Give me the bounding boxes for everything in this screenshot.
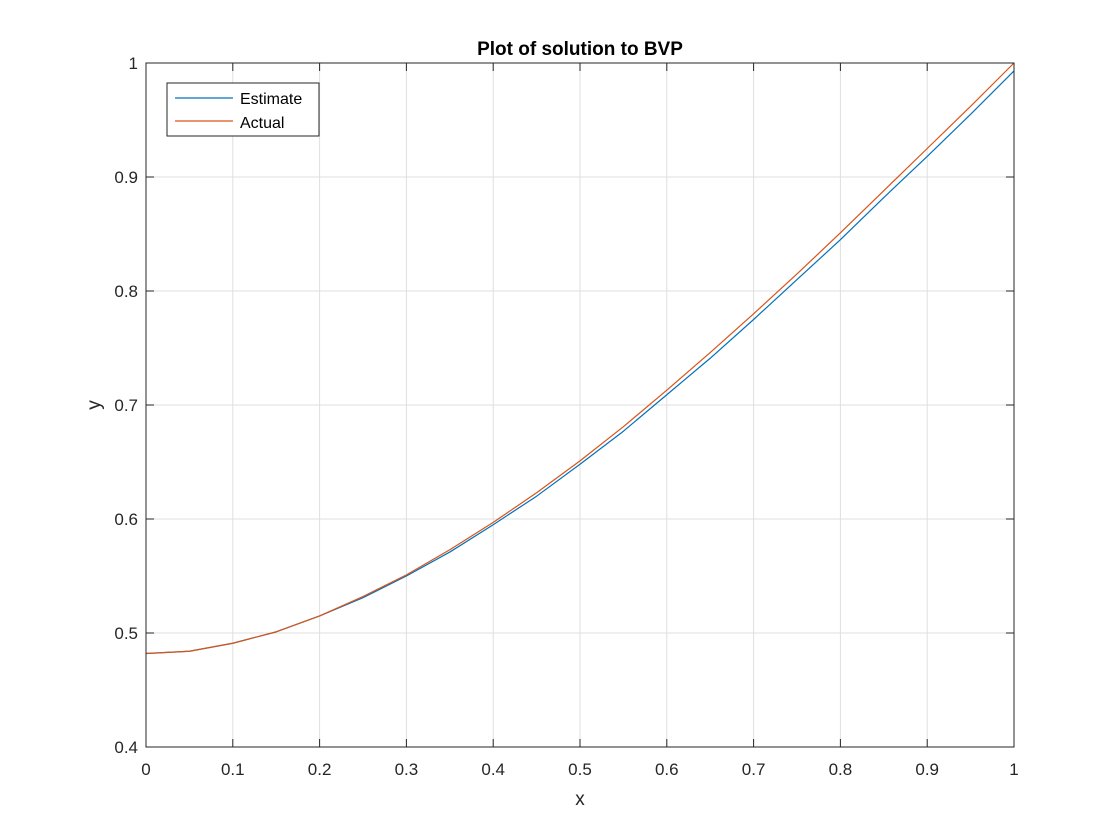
y-axis-label: y [84, 400, 105, 410]
ticks [145, 62, 1015, 748]
x-tick-label: 0.9 [915, 760, 939, 779]
y-tick-label: 0.7 [114, 396, 138, 415]
legend-box [166, 82, 320, 137]
y-tick-label: 1 [129, 54, 138, 73]
x-tick-label: 0.6 [655, 760, 679, 779]
x-tick-labels: 0 0.1 0.2 0.3 0.4 0.5 0.6 0.7 0.8 0.9 1 [141, 760, 1018, 779]
legend: Estimate Actual [166, 82, 320, 137]
x-tick-label: 0.8 [829, 760, 853, 779]
y-tick-labels: 0.4 0.5 0.6 0.7 0.8 0.9 1 [114, 54, 138, 757]
legend-label-estimate: Estimate [240, 91, 302, 108]
legend-label-actual: Actual [240, 115, 284, 132]
x-tick-label: 0.3 [395, 760, 419, 779]
y-tick-label: 0.4 [114, 738, 138, 757]
y-tick-label: 0.6 [114, 510, 138, 529]
x-tick-label: 0 [141, 760, 150, 779]
series-layer [145, 62, 1015, 655]
x-tick-label: 0.2 [308, 760, 332, 779]
x-tick-label: 0.7 [742, 760, 766, 779]
series-line-actual [145, 62, 1015, 655]
chart-title: Plot of solution to BVP [477, 39, 683, 60]
x-tick-label: 1 [1009, 760, 1018, 779]
y-tick-label: 0.9 [114, 168, 138, 187]
x-axis-label: x [575, 789, 585, 810]
x-tick-label: 0.1 [221, 760, 245, 779]
y-tick-label: 0.8 [114, 282, 138, 301]
y-tick-label: 0.5 [114, 624, 138, 643]
x-tick-label: 0.5 [568, 760, 592, 779]
x-tick-label: 0.4 [481, 760, 505, 779]
